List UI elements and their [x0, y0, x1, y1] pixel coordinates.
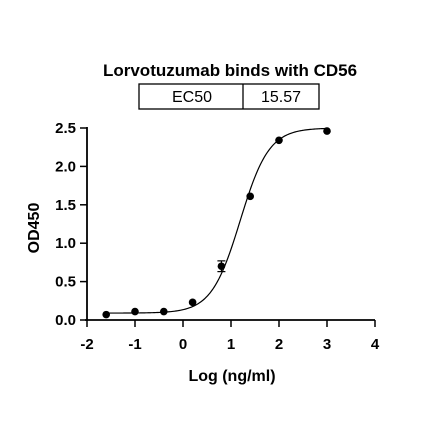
data-point	[217, 262, 226, 271]
ec50-table-border	[138, 83, 320, 110]
fit-curve	[106, 127, 328, 314]
x-tick-label: 3	[323, 336, 331, 353]
ec50-table: EC50 15.57	[138, 83, 320, 110]
data-points	[102, 127, 331, 319]
ticks: -2 -1 0 1 2 3 4 0.0 0.5 1.0 1.5 2.0 2.5	[55, 120, 380, 353]
y-tick-label: 2.5	[55, 120, 76, 137]
data-point	[102, 310, 110, 319]
x-tick-label: -2	[80, 336, 93, 353]
y-tick-label: 2.0	[55, 158, 76, 175]
ec50-label: EC50	[172, 89, 212, 106]
y-tick-label: 1.0	[55, 235, 76, 252]
y-tick-label: 1.5	[55, 197, 76, 214]
x-tick-label: -1	[128, 336, 141, 353]
x-tick-label: 2	[275, 336, 283, 353]
data-point	[246, 192, 254, 201]
x-tick-label: 4	[371, 336, 380, 353]
data-point	[323, 127, 331, 135]
data-point	[160, 307, 168, 316]
data-point	[131, 307, 139, 316]
x-tick-label: 0	[179, 336, 187, 353]
ec50-value: 15.57	[261, 89, 301, 106]
y-tick-label: 0.5	[55, 274, 76, 291]
y-axis-title: OD450	[26, 203, 43, 254]
data-point	[188, 298, 197, 307]
x-axis-title: Log (ng/ml)	[188, 368, 275, 385]
y-tick-label: 0.0	[55, 312, 76, 329]
data-point	[275, 136, 283, 145]
x-tick-label: 1	[227, 336, 235, 353]
axes	[85, 127, 375, 321]
chart-title: Lorvotuzumab binds with CD56	[103, 61, 357, 80]
